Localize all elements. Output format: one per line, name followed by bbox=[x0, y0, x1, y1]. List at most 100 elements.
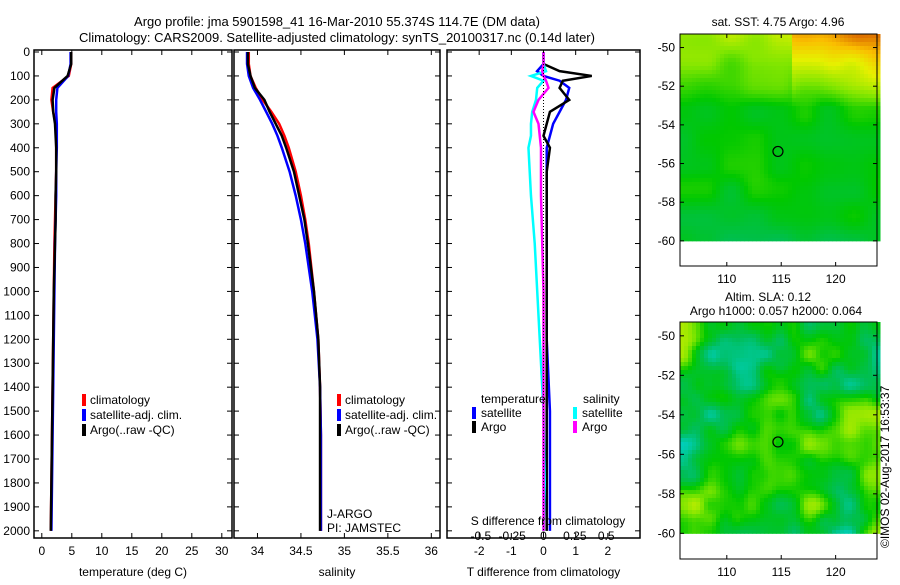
x-tick-label: 2 bbox=[604, 544, 611, 558]
legend-swatch bbox=[472, 407, 476, 419]
x-axis-label: T difference from climatology bbox=[467, 565, 621, 579]
legend-swatch bbox=[82, 409, 86, 421]
pi-annotation: PI: JAMSTEC bbox=[327, 521, 401, 535]
legend-label: Argo(..raw -QC) bbox=[90, 423, 175, 437]
lat-tick-label: -56 bbox=[658, 157, 676, 171]
y-tick-label: 500 bbox=[10, 165, 30, 179]
s-tick-label: -0.5 bbox=[470, 529, 491, 543]
legend-swatch bbox=[337, 424, 341, 436]
legend-swatch bbox=[573, 421, 577, 433]
s-axis-label: S difference from climatology bbox=[471, 514, 626, 528]
y-tick-label: 1200 bbox=[3, 332, 30, 346]
x-tick-label: 35 bbox=[338, 544, 352, 558]
y-tick-label: 200 bbox=[10, 93, 30, 107]
s-tick-label: 0.5 bbox=[598, 529, 615, 543]
lon-tick-label: 120 bbox=[826, 565, 846, 579]
x-tick-label: 20 bbox=[155, 544, 169, 558]
s-tick-label: -0.25 bbox=[498, 529, 526, 543]
lat-tick-label: -50 bbox=[658, 329, 676, 343]
sla-map-title-line: Altim. SLA: 0.12 bbox=[725, 290, 811, 304]
x-tick-label: 10 bbox=[95, 544, 109, 558]
title-line-2: Climatology: CARS2009. Satellite-adjuste… bbox=[79, 30, 595, 45]
x-tick-label: 36 bbox=[425, 544, 439, 558]
y-tick-label: 1800 bbox=[3, 476, 30, 490]
lon-tick-label: 110 bbox=[717, 565, 736, 579]
difference-panel: -2 -1 0 1 2 T difference from climatology S di… bbox=[447, 50, 640, 579]
series-line-climatology bbox=[249, 52, 321, 531]
x-tick-label: 1 bbox=[572, 544, 579, 558]
s-tick-label: 0 bbox=[540, 529, 547, 543]
legend-swatch bbox=[337, 409, 341, 421]
x-tick-label: 0 bbox=[38, 544, 45, 558]
plot-frame bbox=[234, 50, 440, 538]
title-line-1: Argo profile: jma 5901598_41 16-Mar-2010… bbox=[134, 14, 540, 29]
lat-tick-label: -58 bbox=[658, 195, 676, 209]
legend-label: climatology bbox=[90, 393, 150, 407]
legend-swatch bbox=[472, 421, 476, 433]
x-tick-label: 34 bbox=[251, 544, 265, 558]
legend-label: satellite bbox=[481, 406, 522, 420]
legend-swatch bbox=[82, 394, 86, 406]
lat-tick-label: -52 bbox=[658, 368, 676, 382]
y-tick-label: 600 bbox=[10, 189, 30, 203]
y-tick-label: 900 bbox=[10, 260, 30, 274]
x-tick-label: 5 bbox=[68, 544, 75, 558]
lon-tick-label: 115 bbox=[772, 272, 791, 286]
salinity-panel: 34 34.5 35 35.5 36 salinity climatologysatelli… bbox=[234, 50, 440, 579]
y-tick-label: 800 bbox=[10, 237, 30, 251]
y-tick-label: 400 bbox=[10, 141, 30, 155]
x-tick-label: 25 bbox=[185, 544, 199, 558]
x-tick-label: -2 bbox=[474, 544, 485, 558]
y-tick-label: 1000 bbox=[3, 284, 30, 298]
legend-swatch bbox=[82, 424, 86, 436]
y-tick-label: 1600 bbox=[3, 428, 30, 442]
lat-tick-label: -60 bbox=[658, 234, 676, 248]
x-tick-label: 15 bbox=[125, 544, 139, 558]
x-axis-label: temperature (deg C) bbox=[79, 565, 187, 579]
lat-tick-label: -56 bbox=[658, 447, 676, 461]
legend-label: Argo bbox=[481, 420, 507, 434]
lat-tick-label: -54 bbox=[658, 408, 676, 422]
series-line-argo-raw-qc- bbox=[51, 52, 71, 531]
y-tick-label: 1900 bbox=[3, 500, 30, 514]
series-line-satellite-adj-clim- bbox=[247, 52, 321, 531]
lon-tick-label: 110 bbox=[717, 272, 736, 286]
lat-tick-label: -50 bbox=[658, 41, 676, 55]
x-axis-label: salinity bbox=[319, 565, 356, 579]
legend-label: satellite bbox=[582, 406, 623, 420]
lon-tick-label: 115 bbox=[772, 565, 791, 579]
y-tick-label: 2000 bbox=[3, 524, 30, 538]
lon-tick-label: 120 bbox=[826, 272, 846, 286]
x-tick-label: 35.5 bbox=[376, 544, 400, 558]
legend-label: satellite-adj. clim. bbox=[90, 408, 182, 422]
map-field bbox=[680, 34, 881, 241]
footer-timestamp: ©IMOS 02-Aug-2017 16:53:37 bbox=[878, 385, 892, 548]
y-tick-label: 1100 bbox=[4, 308, 30, 322]
legend-label: Argo bbox=[582, 420, 608, 434]
y-tick-label: 0 bbox=[23, 45, 30, 59]
x-tick-label: -1 bbox=[506, 544, 517, 558]
legend-label: Argo(..raw -QC) bbox=[345, 423, 430, 437]
x-tick-label: 34.5 bbox=[289, 544, 313, 558]
sla-map-title-line: Argo h1000: 0.057 h2000: 0.064 bbox=[690, 304, 862, 318]
legend-label: climatology bbox=[345, 393, 405, 407]
lat-tick-label: -58 bbox=[658, 487, 676, 501]
y-tick-label: 1400 bbox=[3, 380, 30, 394]
y-tick-label: 1300 bbox=[3, 356, 30, 370]
legend-swatch bbox=[573, 407, 577, 419]
series-line-temperature-satellite bbox=[537, 52, 569, 531]
legend-label: satellite-adj. clim. bbox=[345, 408, 437, 422]
map-field bbox=[680, 322, 881, 534]
sst-map-title: sat. SST: 4.75 Argo: 4.96 bbox=[712, 15, 845, 29]
y-tick-label: 100 bbox=[10, 69, 30, 83]
pi-annotation: J-ARGO bbox=[327, 507, 372, 521]
x-tick-label: 30 bbox=[215, 544, 229, 558]
series-line-argo-raw-qc- bbox=[248, 52, 320, 531]
y-tick-label: 1500 bbox=[3, 404, 30, 418]
legend-title-temperature: temperature bbox=[481, 392, 546, 406]
plot-frame bbox=[34, 50, 232, 538]
lat-tick-label: -54 bbox=[658, 118, 676, 132]
